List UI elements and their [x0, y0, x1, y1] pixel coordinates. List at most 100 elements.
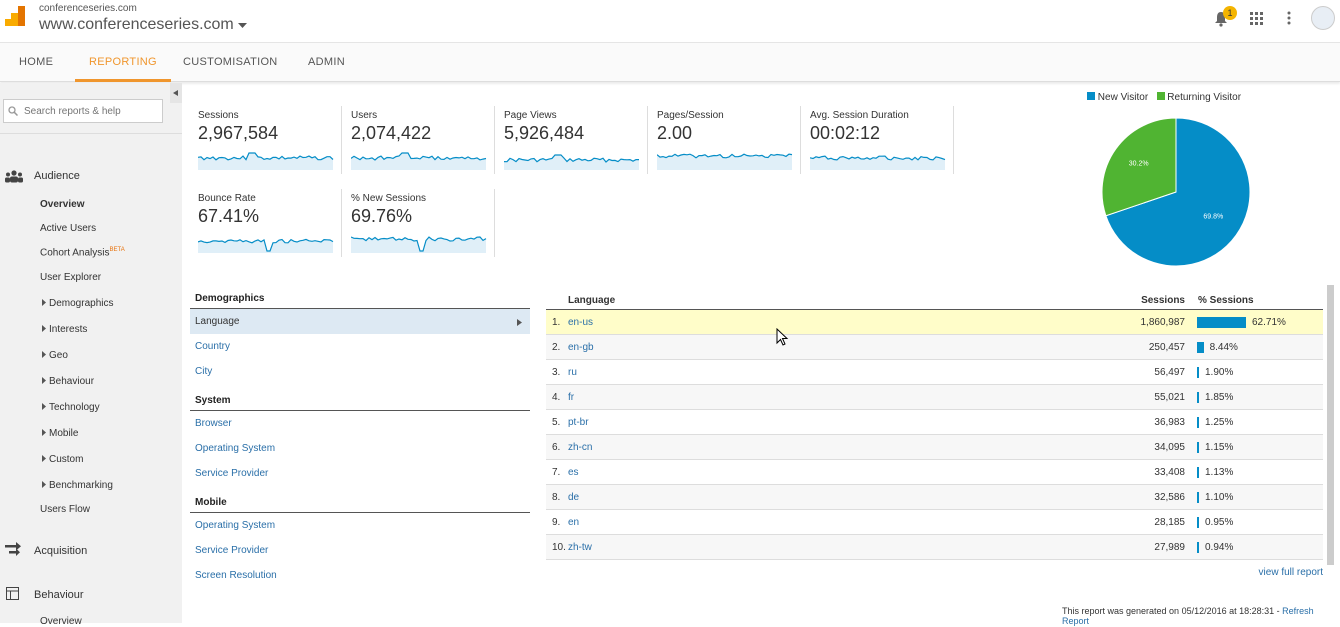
sidebar-cohort-analysis[interactable]: Cohort AnalysisBETA: [40, 247, 125, 258]
sidebar-custom[interactable]: Custom: [42, 454, 83, 465]
report-footer: This report was generated on 05/12/2016 …: [1062, 606, 1340, 626]
metric-value: 00:02:12: [810, 123, 881, 143]
more-vert-icon[interactable]: [1287, 11, 1291, 25]
audience-icon: [5, 170, 23, 183]
sidebar-demographics[interactable]: Demographics: [42, 298, 113, 309]
row-language-link[interactable]: ru: [568, 367, 577, 378]
avatar[interactable]: [1311, 6, 1335, 30]
table-row[interactable]: 10. zh-tw 27,989 0.94%: [546, 535, 1323, 560]
sidebar-technology[interactable]: Technology: [42, 402, 100, 413]
apps-grid-icon[interactable]: [1250, 12, 1263, 25]
table-row[interactable]: 4. fr 55,021 1.85%: [546, 385, 1323, 410]
row-pct-bar: [1197, 342, 1204, 353]
table-row[interactable]: 5. pt-br 36,983 1.25%: [546, 410, 1323, 435]
sparkline: [657, 153, 793, 170]
row-language-link[interactable]: zh-tw: [568, 542, 592, 553]
table-row[interactable]: 6. zh-cn 34,095 1.15%: [546, 435, 1323, 460]
group-item[interactable]: Operating System: [195, 520, 276, 531]
row-language-link[interactable]: es: [568, 467, 579, 478]
sidebar-user-explorer[interactable]: User Explorer: [40, 272, 102, 283]
table-header: Language Sessions % Sessions: [546, 293, 1323, 310]
row-rank: 4.: [552, 392, 561, 403]
sidebar-interests[interactable]: Interests: [42, 324, 87, 335]
sidebar-audience[interactable]: Audience: [34, 170, 80, 182]
metric-label: Page Views: [504, 110, 557, 121]
collapse-arrow-icon: [173, 90, 178, 96]
legend-new-label: New Visitor: [1097, 92, 1149, 103]
tab-customisation[interactable]: CUSTOMISATION: [183, 56, 278, 68]
header-pct-sessions[interactable]: % Sessions: [1198, 295, 1254, 306]
sparkline: [351, 236, 487, 253]
tab-admin[interactable]: ADMIN: [308, 56, 345, 68]
row-pct: 1.13%: [1205, 467, 1234, 478]
row-language-link[interactable]: de: [568, 492, 580, 503]
table-row[interactable]: 2. en-gb 250,457 8.44%: [546, 335, 1323, 360]
tab-home[interactable]: HOME: [19, 56, 54, 68]
sidebar-behaviour-overview[interactable]: Overview: [40, 616, 82, 627]
group-item[interactable]: Language: [190, 309, 530, 334]
metric-card[interactable]: Users 2,074,422: [343, 106, 495, 174]
row-pct-bar: [1197, 467, 1199, 478]
expand-icon: [42, 455, 46, 462]
metric-card[interactable]: Bounce Rate 67.41%: [190, 189, 342, 257]
row-language-link[interactable]: fr: [568, 392, 575, 403]
group-item[interactable]: Screen Resolution: [195, 570, 277, 581]
metric-card[interactable]: Page Views 5,926,484: [496, 106, 648, 174]
metric-card[interactable]: % New Sessions 69.76%: [343, 189, 495, 257]
legend-returning-swatch: [1156, 92, 1165, 100]
sidebar-overview[interactable]: Overview: [40, 199, 85, 210]
dropdown-icon: [238, 23, 248, 28]
collapse-sidebar-button[interactable]: [170, 83, 182, 103]
expand-icon: [42, 325, 46, 332]
sidebar-geo[interactable]: Geo: [42, 350, 68, 361]
table-row[interactable]: 9. en 28,185 0.95%: [546, 510, 1323, 535]
row-pct-bar: [1197, 392, 1199, 403]
group-item[interactable]: City: [195, 366, 213, 377]
beta-badge: BETA: [109, 247, 125, 253]
scrollbar[interactable]: [1327, 285, 1334, 565]
pie-slice-1[interactable]: [1101, 117, 1177, 217]
row-language-link[interactable]: en: [568, 517, 580, 528]
sidebar-active-users[interactable]: Active Users: [40, 223, 97, 234]
view-full-report-link[interactable]: view full report: [1258, 567, 1323, 578]
row-pct-bar: [1197, 542, 1199, 553]
tab-reporting[interactable]: REPORTING: [75, 43, 171, 82]
table-row[interactable]: 7. es 33,408 1.13%: [546, 460, 1323, 485]
row-sessions: 1,860,987: [1140, 317, 1186, 328]
sidebar-users-flow[interactable]: Users Flow: [40, 504, 91, 515]
table-row[interactable]: 8. de 32,586 1.10%: [546, 485, 1323, 510]
sidebar-benchmarking[interactable]: Benchmarking: [42, 480, 113, 491]
sidebar-sub-label: Mobile: [49, 428, 79, 439]
metric-card[interactable]: Sessions 2,967,584: [190, 106, 342, 174]
metric-card[interactable]: Pages/Session 2.00: [649, 106, 801, 174]
analytics-logo-icon: [5, 6, 25, 26]
header-language[interactable]: Language: [568, 295, 616, 306]
row-language-link[interactable]: en-gb: [568, 342, 594, 353]
group-item[interactable]: Service Provider: [195, 468, 269, 479]
sidebar-behaviour[interactable]: Behaviour: [42, 376, 94, 387]
group-item[interactable]: Country: [195, 341, 231, 352]
expand-icon: [42, 481, 46, 488]
search-input[interactable]: [3, 99, 163, 123]
metric-card[interactable]: Avg. Session Duration 00:02:12: [802, 106, 954, 174]
row-sessions: 34,095: [1154, 442, 1185, 453]
refresh-report-link[interactable]: Refresh Report: [1062, 606, 1314, 626]
header-sessions[interactable]: Sessions: [1141, 295, 1185, 306]
row-rank: 7.: [552, 467, 561, 478]
row-pct: 0.95%: [1205, 517, 1234, 528]
sparkline: [198, 152, 334, 170]
group-item[interactable]: Operating System: [195, 443, 276, 454]
row-language-link[interactable]: en-us: [568, 317, 594, 328]
table-row[interactable]: 1. en-us 1,860,987 62.71%: [546, 310, 1323, 335]
row-rank: 2.: [552, 342, 561, 353]
table-row[interactable]: 3. ru 56,497 1.90%: [546, 360, 1323, 385]
row-language-link[interactable]: zh-cn: [568, 442, 593, 453]
group-item[interactable]: Service Provider: [195, 545, 269, 556]
row-language-link[interactable]: pt-br: [568, 417, 589, 428]
sidebar-behaviour[interactable]: Behaviour: [34, 589, 84, 601]
pie-slice-0[interactable]: [1105, 117, 1251, 267]
group-item[interactable]: Browser: [195, 418, 232, 429]
sidebar-mobile[interactable]: Mobile: [42, 428, 78, 439]
property-selector[interactable]: www.conferenceseries.com: [39, 16, 248, 34]
sidebar-acquisition[interactable]: Acquisition: [34, 545, 88, 557]
